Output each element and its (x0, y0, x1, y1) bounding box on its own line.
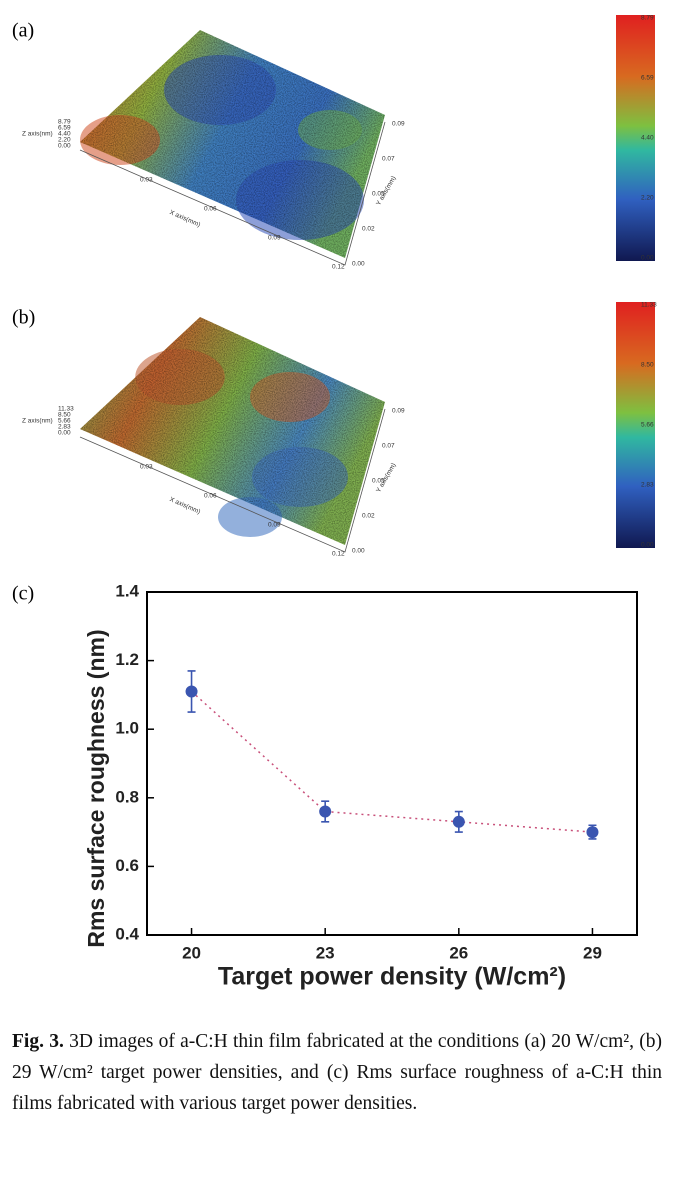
panel-label: (a) (12, 20, 34, 42)
y-tick-label: 0.09 (392, 408, 405, 415)
x-axis-label: X axis(mm) (168, 209, 201, 229)
y-tick-label: 0.6 (115, 856, 139, 875)
surface-edge (79, 121, 386, 266)
y-tick-label: 0.00 (352, 548, 365, 555)
colorbar-label: 4.40 (641, 135, 654, 142)
x-axis-label: X axis(mm) (168, 496, 201, 516)
colorbar-label: 6.59 (641, 75, 654, 82)
x-tick-label: 0.09 (268, 235, 281, 242)
trend-line (191, 690, 593, 833)
data-point (319, 805, 332, 818)
y-tick-label: 0.02 (362, 226, 375, 233)
z-tick-label: 0.00 (58, 143, 71, 150)
y-tick-label: 0.07 (382, 156, 395, 163)
colorbar-label: 2.20 (641, 195, 654, 202)
plot-frame (146, 591, 638, 936)
colorbar (616, 302, 655, 548)
surface-texture (80, 30, 385, 258)
colorbar-label: 8.50 (641, 362, 654, 369)
surface-edge (79, 408, 386, 553)
surface-panels: (a)Z axis(nm)8.796.594.402.200.00X axis(… (12, 15, 657, 558)
caption-text: 3D images of a-C:H thin film fabricated … (12, 1031, 662, 1114)
data-point (452, 815, 465, 828)
y-tick-label: 1.4 (115, 581, 139, 600)
x-tick-label: 29 (583, 943, 602, 962)
colorbar-label: 8.79 (641, 15, 654, 22)
roughness-chart: (c) 0.4 0.6 0.8 1.0 1.2 1.4 20 23 26 29 Target powe… (12, 581, 638, 991)
y-tick-label: 0.07 (382, 443, 395, 450)
panel-label: (c) (12, 583, 34, 605)
colorbar-label: 0.00 (641, 542, 654, 549)
data-point (586, 826, 599, 839)
y-tick-label: 0.05 (372, 191, 385, 198)
x-axis-title: Target power density (W/cm²) (218, 963, 566, 991)
x-tick-label: 0.06 (204, 493, 217, 500)
z-tick-label: 2.83 (58, 424, 71, 431)
surface-texture (80, 317, 385, 545)
x-tick-label: 26 (449, 943, 468, 962)
x-tick-label: 0.09 (268, 522, 281, 529)
z-tick-label: 8.50 (58, 412, 71, 419)
y-tick-label: 0.4 (115, 924, 139, 943)
x-tick-label: 0.12 (332, 551, 345, 558)
y-tick-label: 0.09 (392, 121, 405, 128)
y-tick-label: 1.2 (115, 650, 139, 669)
y-tick-label: 0.05 (372, 478, 385, 485)
panel-label: (b) (12, 307, 35, 329)
x-tick-label: 0.03 (140, 177, 153, 184)
z-tick-label: 2.20 (58, 137, 71, 144)
colorbar-label: 11.33 (641, 302, 657, 309)
caption: Fig. 3. 3D images of a-C:H thin film fab… (12, 1026, 662, 1119)
colorbar (616, 15, 655, 261)
x-tick-label: 0.06 (204, 206, 217, 213)
surface-panel: (a)Z axis(nm)8.796.594.402.200.00X axis(… (12, 15, 655, 271)
colorbar-label: 5.66 (641, 422, 654, 429)
z-tick-label: 6.59 (58, 125, 71, 132)
colorbar-label: 0.00 (641, 255, 654, 262)
figure: (a)Z axis(nm)8.796.594.402.200.00X axis(… (12, 15, 657, 991)
z-tick-label: 4.40 (58, 131, 71, 138)
z-axis-label: Z axis(nm) (22, 418, 53, 425)
y-tick-label: 1.0 (115, 719, 139, 738)
y-tick-label: 0.00 (352, 261, 365, 268)
z-tick-label: 11.33 (58, 406, 74, 413)
x-tick-label: 23 (316, 943, 335, 962)
colorbar-label: 2.83 (641, 482, 654, 489)
z-tick-label: 5.66 (58, 418, 71, 425)
caption-label: Fig. 3. (12, 1031, 64, 1052)
x-tick-label: 0.03 (140, 464, 153, 471)
z-tick-label: 0.00 (58, 430, 71, 437)
y-axis-title: Rms surface roughness (nm) (83, 629, 109, 947)
y-tick-label: 0.02 (362, 513, 375, 520)
z-tick-label: 8.79 (58, 119, 71, 126)
surface-panel: (b)Z axis(nm)11.338.505.662.830.00X axis… (12, 302, 657, 558)
x-tick-label: 20 (182, 943, 201, 962)
x-tick-label: 0.12 (332, 264, 345, 271)
z-axis-label: Z axis(nm) (22, 131, 53, 138)
data-point (185, 685, 198, 698)
y-tick-label: 0.8 (115, 787, 139, 806)
